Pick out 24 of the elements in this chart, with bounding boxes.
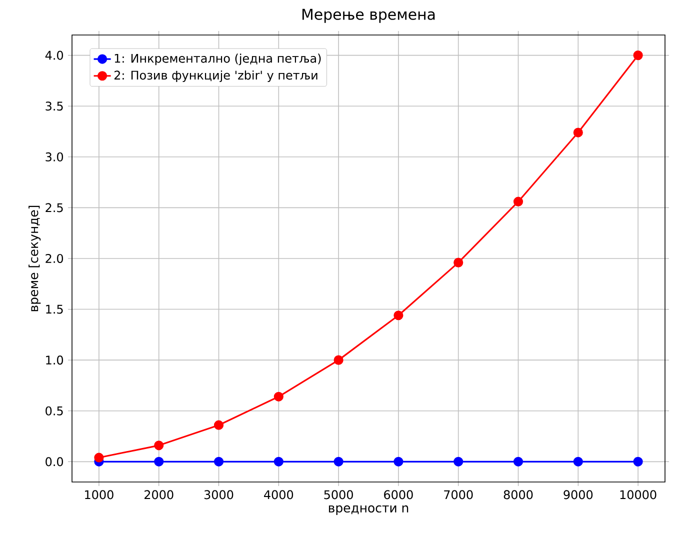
x-axis-title: вредности n bbox=[328, 505, 408, 515]
x-tick-label: 9000 bbox=[564, 490, 593, 500]
x-tick-label: 6000 bbox=[384, 490, 413, 500]
y-axis-title: време [секунде] bbox=[28, 206, 41, 312]
y-tick-label: 3.0 bbox=[46, 152, 64, 162]
x-tick-label: 5000 bbox=[324, 490, 353, 500]
y-tick-label: 1.0 bbox=[46, 356, 64, 365]
legend-label: 1: Инкрементално (једна петља) bbox=[114, 54, 321, 66]
chart-title: Мерење времена bbox=[302, 8, 435, 23]
x-tick-label: 3000 bbox=[204, 490, 234, 500]
x-tick-label: 4000 bbox=[264, 490, 294, 500]
y-tick-label: 2.0 bbox=[46, 254, 64, 264]
x-tick-label: 7000 bbox=[444, 490, 473, 500]
y-tick-label: 0.0 bbox=[46, 457, 64, 466]
y-tick-label: 0.5 bbox=[46, 406, 63, 416]
x-tick-label: 1000 bbox=[85, 490, 114, 500]
y-tick-label: 2.5 bbox=[46, 203, 63, 212]
x-tick-label: 10000 bbox=[620, 490, 656, 500]
x-tick-label: 8000 bbox=[504, 490, 533, 500]
x-tick-label: 2000 bbox=[144, 490, 174, 500]
y-tick-label: 1.5 bbox=[46, 304, 63, 314]
y-tick-label: 3.5 bbox=[46, 102, 63, 111]
y-tick-label: 4.0 bbox=[45, 50, 64, 60]
legend-label: 2: Позив функције 'zbir' у петљи bbox=[114, 70, 318, 82]
